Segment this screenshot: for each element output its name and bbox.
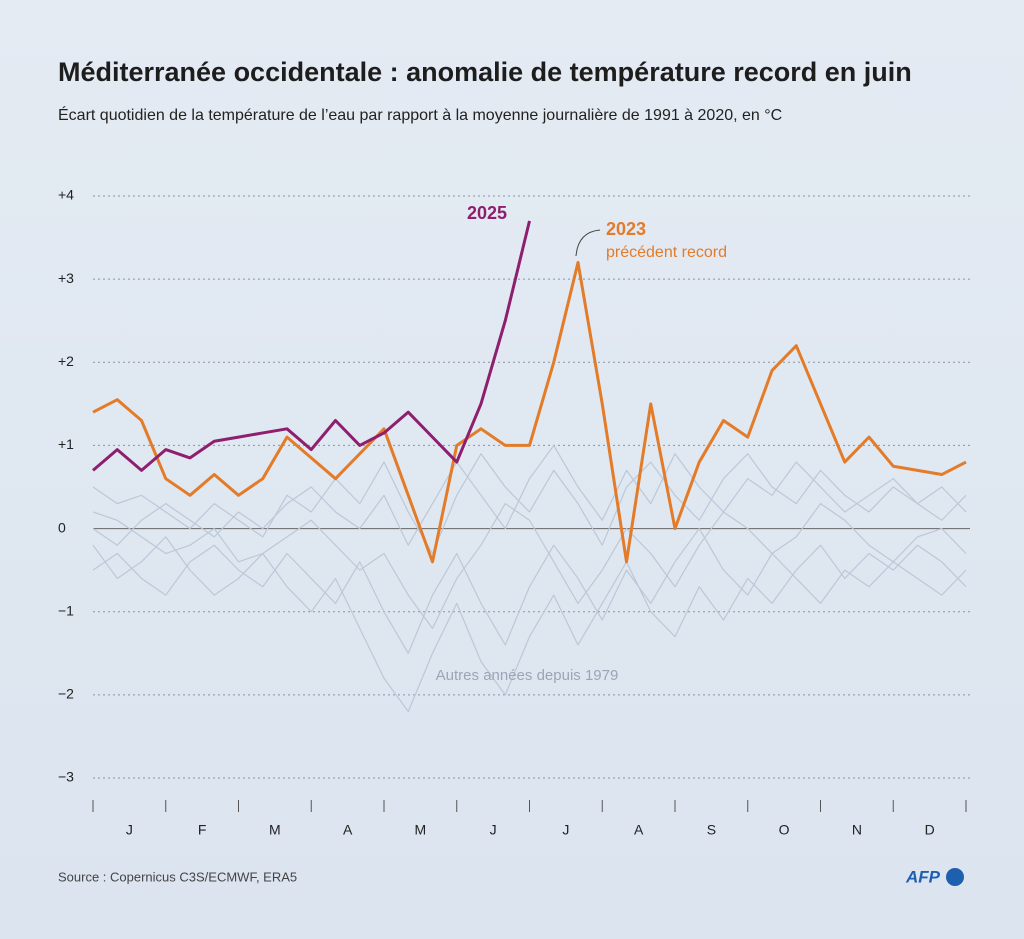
other-year-line <box>92 527 967 654</box>
series-line <box>92 220 531 472</box>
y-tick-label: +3 <box>58 270 74 286</box>
x-tick-label: F <box>198 822 207 838</box>
other-year-line <box>92 536 967 713</box>
y-tick-label: −3 <box>58 769 74 785</box>
annotation: précédent record <box>606 244 727 261</box>
x-tick-label: M <box>415 822 427 838</box>
leader-line <box>575 229 601 257</box>
other-year-line <box>92 453 967 555</box>
y-tick-label: −1 <box>58 602 74 618</box>
series-line <box>92 261 967 564</box>
credit: AFP <box>905 867 941 886</box>
other-year-line <box>92 503 967 629</box>
y-tick-label: −2 <box>58 686 74 702</box>
logo-dot <box>946 868 964 886</box>
x-tick-label: J <box>490 822 497 838</box>
x-tick-label: J <box>562 822 569 838</box>
x-tick-label: N <box>852 822 862 838</box>
chart-title: Méditerranée occidentale : anomalie de t… <box>58 57 912 87</box>
chart-subtitle: Écart quotidien de la température de l’e… <box>58 105 782 124</box>
x-tick-label: A <box>343 822 353 838</box>
y-tick-label: 0 <box>58 519 66 535</box>
other-year-line <box>92 444 967 546</box>
series-label: 2023 <box>606 219 646 239</box>
x-tick-label: S <box>707 822 716 838</box>
y-tick-label: +4 <box>58 187 74 203</box>
x-tick-label: D <box>925 822 935 838</box>
x-tick-label: A <box>634 822 644 838</box>
others-label: Autres années depuis 1979 <box>436 667 619 684</box>
y-tick-label: +1 <box>58 436 74 452</box>
series-label: 2025 <box>467 203 507 223</box>
y-tick-label: +2 <box>58 353 74 369</box>
x-tick-label: M <box>269 822 281 838</box>
x-tick-label: J <box>126 822 133 838</box>
source: Source : Copernicus C3S/ECMWF, ERA5 <box>58 869 297 884</box>
x-tick-label: O <box>779 822 790 838</box>
